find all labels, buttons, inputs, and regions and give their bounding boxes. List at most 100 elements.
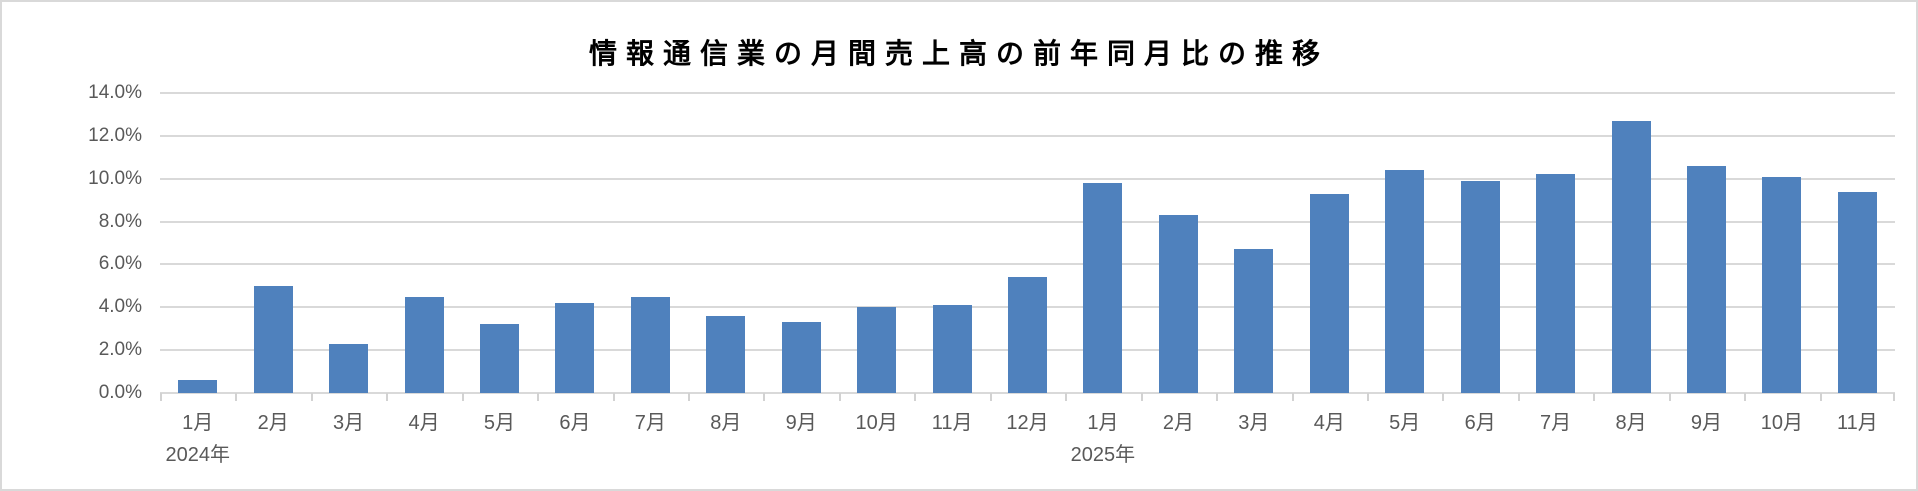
x-axis-label: 11月: [931, 412, 973, 434]
x-axis-label: 9月: [1690, 412, 1723, 434]
bar-slot: [462, 93, 537, 393]
bar: [555, 303, 595, 393]
bar: [178, 380, 218, 393]
gridline: [160, 263, 1895, 266]
x-axis-label: 3月: [333, 412, 365, 434]
x-axis-label: 2月: [1162, 412, 1194, 434]
x-axis-label: 10月: [855, 412, 898, 434]
bar: [1460, 180, 1500, 393]
x-axis-label: 11月: [1836, 412, 1878, 434]
bar: [329, 343, 369, 393]
bar: [253, 285, 293, 393]
x-axis-label: 12月: [1006, 412, 1049, 434]
x-axis-tick: [1668, 393, 1671, 401]
x-axis-label: 8月: [1615, 412, 1647, 434]
x-axis-label: 10月: [1760, 412, 1804, 434]
bar-slot: [1141, 93, 1216, 393]
x-axis-label: 1月: [1087, 412, 1119, 434]
x-axis-tick: [989, 393, 992, 401]
x-axis-line: [160, 392, 1895, 394]
bar-slot: [160, 93, 235, 393]
bar: [479, 324, 519, 393]
x-axis-label: 4月: [408, 412, 440, 434]
y-axis-tick-label: 4.0%: [98, 296, 142, 318]
x-axis-tick: [838, 393, 841, 401]
gridline: [160, 92, 1895, 94]
x-axis-label: 2月: [257, 412, 289, 434]
x-axis-tick: [310, 393, 313, 401]
bar: [932, 305, 972, 393]
bar-slot: [1820, 93, 1895, 393]
bar: [1234, 249, 1274, 393]
bar-slot: [1367, 93, 1442, 393]
bar: [1008, 277, 1048, 393]
bar-series: [160, 93, 1895, 393]
y-axis-tick-label: 10.0%: [88, 167, 142, 189]
x-axis-label: 3月: [1238, 412, 1270, 434]
x-axis-label: 7月: [634, 412, 666, 434]
gridline: [160, 220, 1895, 223]
bar: [630, 296, 670, 393]
bar-slot: [1518, 93, 1593, 393]
y-axis-tick-label: 6.0%: [98, 253, 142, 275]
x-axis-tick: [1517, 393, 1520, 401]
bar-slot: [311, 93, 386, 393]
x-axis-tick: [1819, 393, 1822, 401]
bar: [1837, 191, 1877, 393]
bar: [1158, 215, 1198, 393]
x-axis-tick: [1291, 393, 1294, 401]
bar-slot: [1442, 93, 1517, 393]
bar-slot: [1669, 93, 1744, 393]
y-axis-tick-label: 14.0%: [88, 82, 142, 103]
bar-slot: [386, 93, 461, 393]
x-axis-tick: [1065, 393, 1068, 401]
x-axis-label: 1月: [182, 412, 214, 434]
year-label: 2025年: [1070, 444, 1136, 466]
bar-slot: [537, 93, 612, 393]
x-axis-tick: [1140, 393, 1143, 401]
year-label: 2024年: [165, 444, 230, 466]
x-axis-label: 5月: [1389, 412, 1421, 434]
x-axis-tick: [1216, 393, 1219, 401]
bar: [857, 307, 897, 393]
x-axis-tick: [1442, 393, 1445, 401]
bar: [1309, 193, 1349, 393]
x-axis-tick: [914, 393, 917, 401]
y-axis-tick-label: 0.0%: [98, 382, 142, 403]
x-axis-label: 6月: [1464, 412, 1496, 434]
x-axis-tick: [160, 393, 162, 401]
x-axis-tick: [688, 393, 691, 401]
bar-slot: [1216, 93, 1291, 393]
y-axis-tick-label: 2.0%: [98, 339, 142, 361]
bar: [781, 322, 821, 393]
x-axis-tick: [537, 393, 540, 401]
bar-slot: [764, 93, 839, 393]
chart-title: 情報通信業の月間売上高の前年同月比の推移: [588, 38, 1329, 69]
bar-slot: [839, 93, 914, 393]
bar-slot: [914, 93, 989, 393]
x-axis-tick: [386, 393, 389, 401]
bar-slot: [1744, 93, 1819, 393]
x-axis-label: 9月: [785, 412, 817, 434]
x-axis-label: 7月: [1540, 412, 1572, 434]
y-axis-tick-label: 8.0%: [98, 210, 142, 232]
x-axis-label: 4月: [1313, 412, 1345, 434]
x-axis-label: 6月: [559, 412, 591, 434]
x-axis-label: 8月: [710, 412, 742, 434]
bar-slot: [688, 93, 763, 393]
bar: [1083, 183, 1123, 393]
bar: [1536, 174, 1576, 393]
bar: [1686, 165, 1726, 393]
x-axis-tick: [1893, 393, 1895, 401]
bar-slot: [1065, 93, 1140, 393]
bar: [1385, 170, 1425, 393]
bar: [404, 296, 444, 393]
x-axis-tick: [461, 393, 464, 401]
bar-slot: [1292, 93, 1367, 393]
bar-slot: [1593, 93, 1668, 393]
plot-area: [160, 92, 1895, 401]
bar: [1762, 176, 1802, 393]
bar-slot: [235, 93, 310, 393]
x-axis-tick: [1744, 393, 1747, 401]
